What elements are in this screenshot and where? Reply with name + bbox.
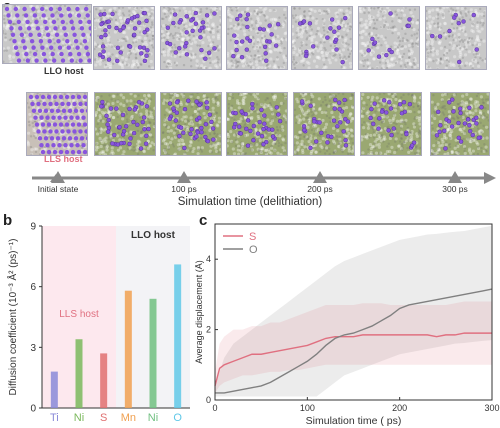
lls-snapshot-0 <box>26 92 88 156</box>
bar-ti-0 <box>50 371 58 408</box>
y-tick-label: 9 <box>30 222 36 233</box>
y-tick-label: 0 <box>206 395 211 405</box>
band-o <box>215 225 492 397</box>
lls-snapshot-6 <box>430 92 490 156</box>
legend-label-o: O <box>249 244 258 256</box>
timeline-label-3: 300 ps <box>442 184 468 194</box>
y-axis-label: Average displacement (Å) <box>195 260 204 363</box>
llo-snapshot-4 <box>291 6 353 70</box>
bar-mn-3 <box>124 290 132 408</box>
timeline-label-0: Initial state <box>37 184 79 194</box>
panel-c-label: c <box>199 212 208 229</box>
llo-snapshot-3 <box>226 6 288 70</box>
diffusion-bar-chart: 0 3 6 9 Ti Ni S Mn Ni O LLS host LLO host Diffusion … <box>6 222 190 424</box>
timeline-marker-3 <box>448 171 462 183</box>
llo-snapshot-6 <box>425 6 487 70</box>
timeline-label-2: 200 ps <box>307 184 333 194</box>
llo-snapshot-0 <box>2 4 92 64</box>
llo-snapshot-1 <box>93 6 155 70</box>
y-tick-label: 0 <box>30 404 36 415</box>
x-tick-label-2: S <box>100 412 107 424</box>
y-tick-label: 3 <box>30 343 36 354</box>
plot-frame <box>214 223 493 401</box>
bar-ni-4 <box>149 298 157 408</box>
y-tick-label: 6 <box>30 282 36 293</box>
timeline-marker-2 <box>313 171 327 183</box>
y-tick-label: 4 <box>206 254 211 264</box>
lls-host-group-label: LLS host <box>59 309 99 320</box>
x-tick-label: 100 <box>300 403 315 413</box>
llo-host-label: LLO host <box>44 66 84 76</box>
timeline-marker-0 <box>51 171 65 183</box>
x-tick-label-5: O <box>173 412 182 424</box>
bar-ni-1 <box>75 339 83 408</box>
lls-snapshot-1 <box>94 92 156 156</box>
x-axis-label: Simulation time ( ps) <box>306 415 402 427</box>
line-s <box>214 332 492 387</box>
y-axis-label: Diffusion coefficient (10⁻³ Å² (ps)⁻¹) <box>6 239 19 396</box>
lls-host-label: LLS host <box>44 154 83 164</box>
y-tick-label: 2 <box>206 325 211 335</box>
lls-snapshot-3 <box>226 92 288 156</box>
x-tick-label: 200 <box>392 403 407 413</box>
x-tick-label-0: Ti <box>50 412 59 424</box>
panel-b-label: b <box>3 212 13 229</box>
displacement-line-chart: 0 100 200 300 0 2 4 SO Simulation time ( ps) Aver… <box>195 223 500 427</box>
lls-snapshot-4 <box>293 92 355 156</box>
x-tick-label-4: Ni <box>148 412 158 424</box>
line-o <box>215 288 493 394</box>
lls-snapshot-5 <box>360 92 422 156</box>
bar-o-5 <box>174 264 182 408</box>
x-tick-label: 300 <box>484 403 499 413</box>
llo-snapshot-2 <box>160 6 222 70</box>
timeline-axis-label: Simulation time (delithiation) <box>177 196 323 208</box>
lls-snapshot-2 <box>160 92 222 156</box>
x-tick-label-3: Mn <box>121 412 136 424</box>
bar-s-2 <box>100 353 108 408</box>
legend-label-s: S <box>249 231 256 243</box>
timeline-marker-1 <box>177 171 191 183</box>
x-tick-label-1: Ni <box>74 412 84 424</box>
timeline-label-1: 100 ps <box>171 184 197 194</box>
llo-host-group-label: LLO host <box>131 230 176 241</box>
x-tick-label: 0 <box>212 403 217 413</box>
llo-snapshot-5 <box>358 6 420 70</box>
band-s <box>215 301 492 393</box>
